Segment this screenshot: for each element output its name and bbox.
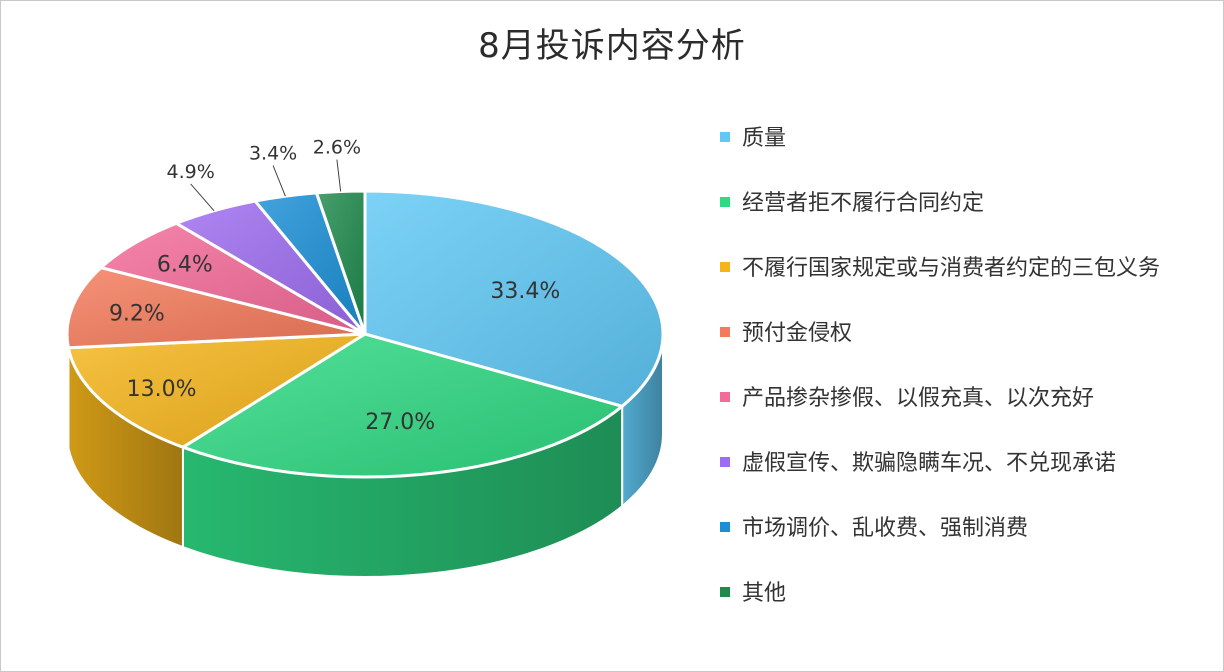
leader-line-7 [336, 159, 342, 192]
pie-slices [65, 189, 665, 479]
legend-swatch [720, 457, 730, 467]
legend-item[interactable]: 质量 [718, 118, 1218, 183]
pie-slice-1[interactable] [181, 332, 624, 479]
pie-slice-7[interactable] [314, 189, 367, 336]
legend-item[interactable]: 虚假宣传、欺骗隐瞒车况、不兑现承诺 [718, 443, 1218, 508]
legend-swatch [720, 327, 730, 337]
leader-line-6 [272, 165, 286, 197]
legend-label: 其他 [742, 581, 787, 606]
legend-item[interactable]: 产品掺杂掺假、以假充真、以次充好 [718, 378, 1218, 443]
data-labels: 33.4% 27.0% 13.0% 9.2% 6.4% 4.9% 3.4% 2.6% [109, 137, 560, 435]
data-label-7: 2.6% [313, 137, 361, 159]
pie-slice-0[interactable] [363, 189, 665, 408]
data-label-2: 13.0% [127, 377, 197, 402]
legend-swatch [720, 522, 730, 532]
legend-swatch [720, 197, 730, 207]
pie-slice-4[interactable] [99, 221, 367, 336]
legend-item[interactable]: 市场调价、乱收费、强制消费 [718, 508, 1218, 573]
legend-item[interactable]: 经营者拒不履行合同约定 [718, 183, 1218, 248]
pie-slice-2[interactable] [66, 332, 367, 449]
legend-item[interactable]: 预付金侵权 [718, 313, 1218, 378]
legend-label: 虚假宣传、欺骗隐瞒车况、不兑现承诺 [742, 451, 1117, 476]
legend-label: 产品掺杂掺假、以假充真、以次充好 [742, 386, 1095, 411]
leader-line-5 [190, 183, 215, 212]
legend-item[interactable]: 不履行国家规定或与消费者约定的三包义务 [718, 248, 1218, 313]
pie-slice-3[interactable] [65, 266, 367, 350]
legend-label: 预付金侵权 [742, 321, 853, 346]
data-label-4: 6.4% [157, 253, 213, 278]
legend-swatch [720, 392, 730, 402]
leader-lines [190, 159, 342, 212]
legend-item[interactable]: 其他 [718, 573, 1218, 638]
legend-swatch [720, 587, 730, 597]
data-label-3: 9.2% [109, 302, 165, 327]
data-label-5: 4.9% [167, 161, 215, 183]
legend-label: 经营者拒不履行合同约定 [742, 191, 985, 216]
legend: 质量经营者拒不履行合同约定不履行国家规定或与消费者约定的三包义务 预付金侵权产品掺… [718, 118, 1218, 638]
chart-title: 8月投诉内容分析 [478, 26, 746, 66]
data-label-0: 33.4% [490, 279, 560, 304]
legend-label: 不履行国家规定或与消费者约定的三包义务 [742, 256, 1161, 281]
data-label-1: 27.0% [365, 410, 435, 435]
legend-label: 市场调价、乱收费、强制消费 [742, 516, 1029, 541]
data-label-6: 3.4% [249, 143, 297, 165]
legend-label: 质量 [742, 126, 787, 151]
legend-swatch [720, 262, 730, 272]
legend-swatch [720, 132, 730, 142]
